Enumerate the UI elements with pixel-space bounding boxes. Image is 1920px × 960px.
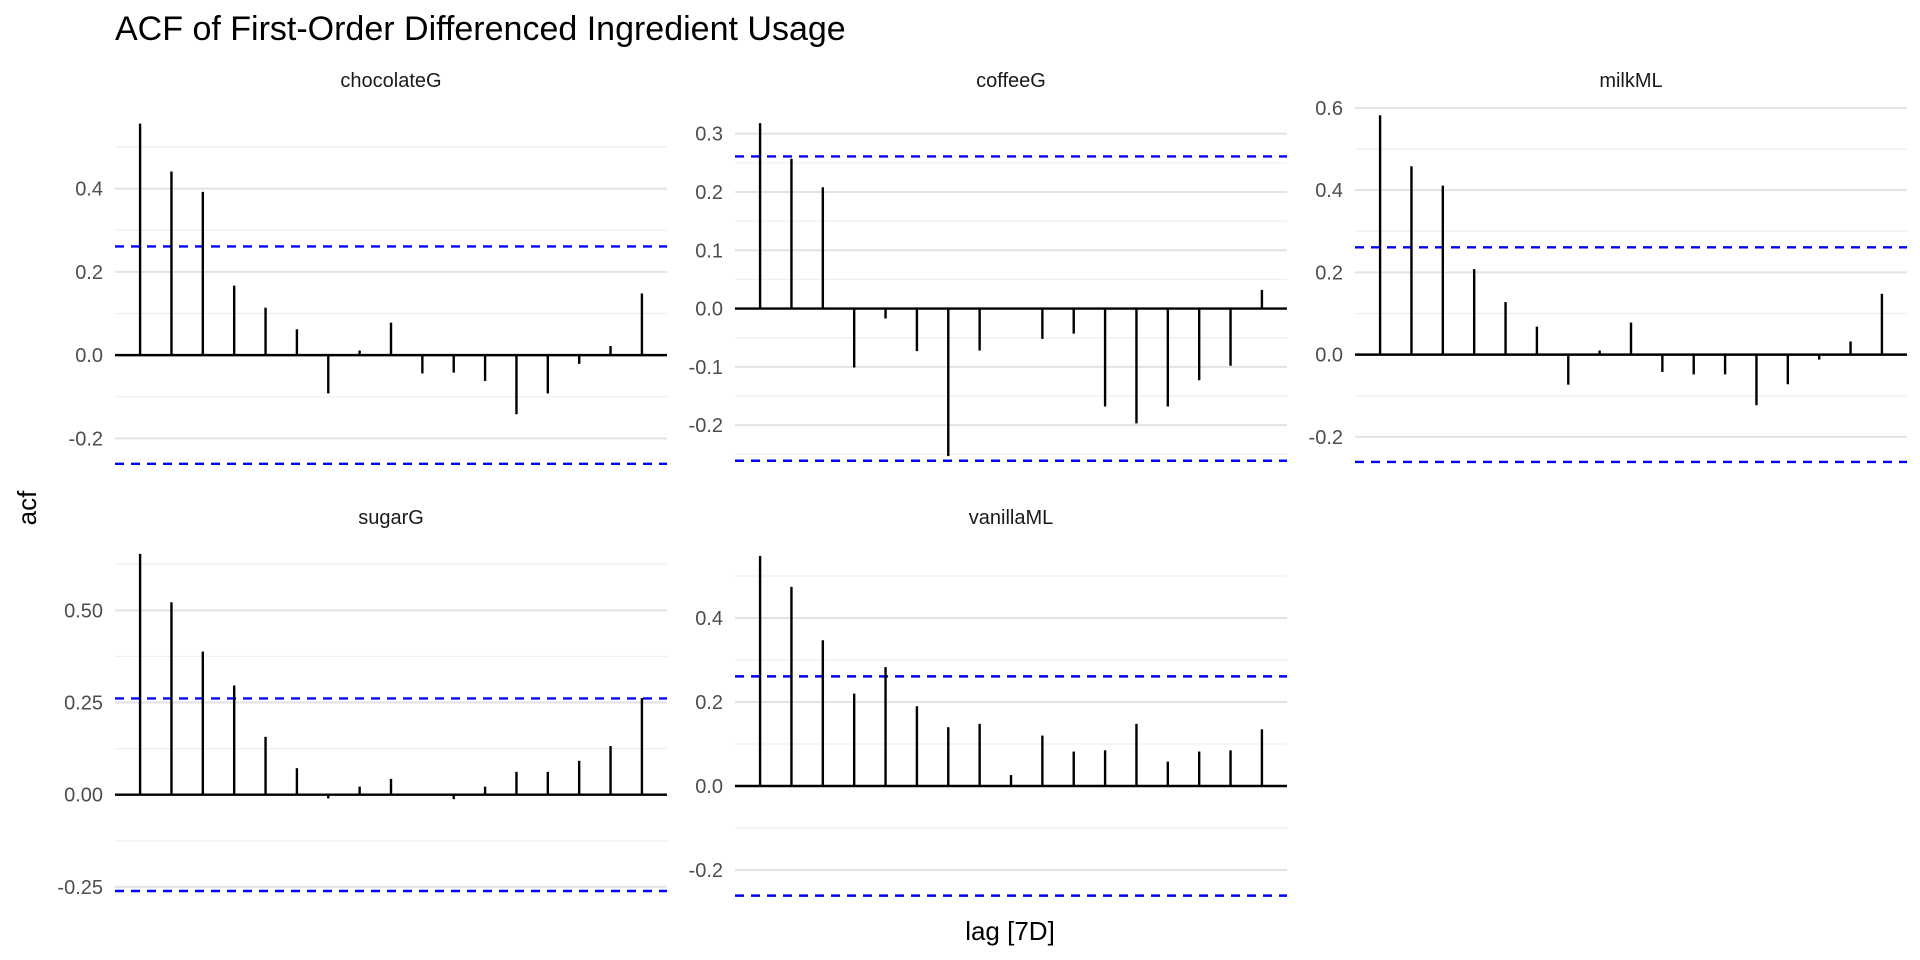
x-axis-title: lag [7D] xyxy=(965,916,1055,946)
y-tick-label: -0.2 xyxy=(1309,427,1343,449)
y-tick-label: 0.1 xyxy=(695,240,723,262)
y-tick-label: 0.0 xyxy=(695,776,723,798)
y-tick-label: 0.3 xyxy=(695,124,723,146)
y-tick-label: -0.2 xyxy=(689,860,723,882)
y-tick-label: 0.2 xyxy=(75,262,103,284)
y-tick-label: 0.2 xyxy=(695,692,723,714)
facet-sugarG: sugarG -0.25 0.00 0.25 0.50 xyxy=(57,507,667,899)
y-tick-label: -0.1 xyxy=(689,357,723,379)
y-tick-label: 0.00 xyxy=(64,785,103,807)
facet-label: coffeeG xyxy=(976,70,1046,92)
facet-label: sugarG xyxy=(358,507,424,529)
facet-chocolateG: chocolateG -0.2 0.0 0.2 0.4 xyxy=(69,70,667,465)
facet-vanillaML: vanillaML -0.2 0.0 0.2 0.4 xyxy=(689,507,1287,897)
y-tick-label: -0.2 xyxy=(69,428,103,450)
facet-label: vanillaML xyxy=(969,507,1053,529)
facet-label: chocolateG xyxy=(340,70,441,92)
facet-label: milkML xyxy=(1599,70,1662,92)
facet-milkML: milkML -0.2 0.0 0.2 0.4 0.6 xyxy=(1309,70,1907,464)
facet-panels: chocolateG -0.2 0.0 0.2 0.4 coffeeG -0.2 -0.1 0.… xyxy=(57,70,1907,899)
y-tick-label: -0.25 xyxy=(57,877,103,899)
y-tick-label: 0.25 xyxy=(64,693,103,715)
y-tick-label: 0.2 xyxy=(695,182,723,204)
y-tick-label: 0.0 xyxy=(75,345,103,367)
y-axis-title: acf xyxy=(12,490,42,525)
y-tick-label: 0.50 xyxy=(64,600,103,622)
y-tick-label: 0.6 xyxy=(1315,98,1343,120)
y-tick-label: 0.4 xyxy=(1315,180,1343,202)
facet-coffeeG: coffeeG -0.2 -0.1 0.0 0.1 0.2 0.3 xyxy=(689,70,1287,462)
y-tick-label: 0.0 xyxy=(695,299,723,321)
y-tick-label: -0.2 xyxy=(689,415,723,437)
y-tick-label: 0.0 xyxy=(1315,345,1343,367)
chart-title: ACF of First-Order Differenced Ingredien… xyxy=(115,10,846,48)
y-tick-label: 0.4 xyxy=(75,179,103,201)
y-tick-label: 0.4 xyxy=(695,608,723,630)
y-tick-label: 0.2 xyxy=(1315,262,1343,284)
